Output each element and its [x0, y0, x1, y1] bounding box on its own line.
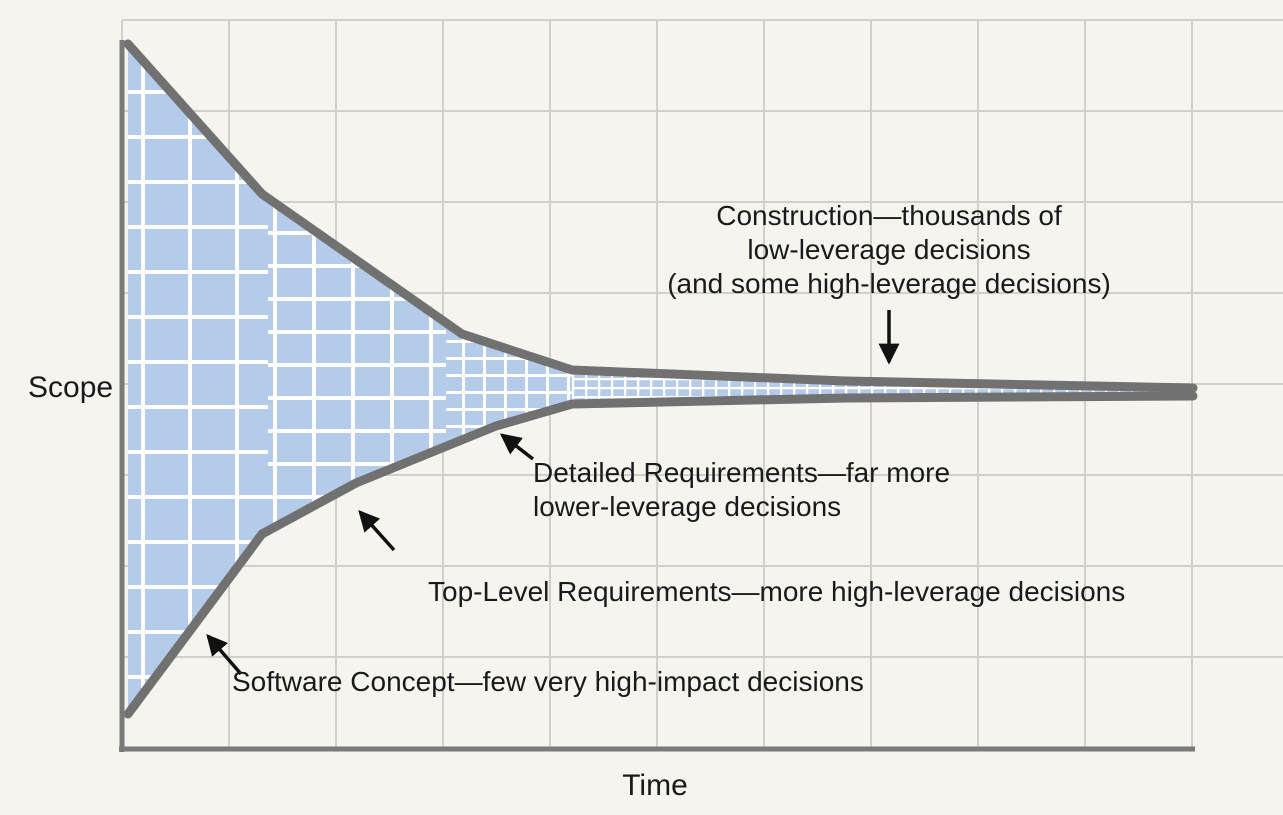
- software-concept-arrow: [206, 634, 243, 676]
- construction-label-line3: (and some high-leverage decisions): [667, 268, 1111, 299]
- y-axis-label: Scope: [28, 371, 113, 404]
- funnel-bottom-edge: [123, 391, 1198, 719]
- annotations: Construction—thousands of low-leverage d…: [232, 200, 1125, 697]
- construction-label-line1: Construction—thousands of: [716, 200, 1062, 231]
- detailed-requirements-label-line1: Detailed Requirements—far more: [533, 457, 950, 488]
- construction-label-line2: low-leverage decisions: [747, 234, 1030, 265]
- detailed-requirements-label-line2: lower-leverage decisions: [533, 491, 841, 522]
- detailed-requirements-arrow: [499, 433, 535, 461]
- funnel-top-edge: [123, 39, 1198, 393]
- x-axis-label: Time: [622, 769, 688, 802]
- top-level-requirements-arrow: [358, 510, 396, 552]
- annotation-arrows: [206, 310, 900, 676]
- top-level-requirements-label: Top-Level Requirements—more high-leverag…: [428, 576, 1125, 607]
- software-concept-label: Software Concept—few very high-impact de…: [232, 666, 864, 697]
